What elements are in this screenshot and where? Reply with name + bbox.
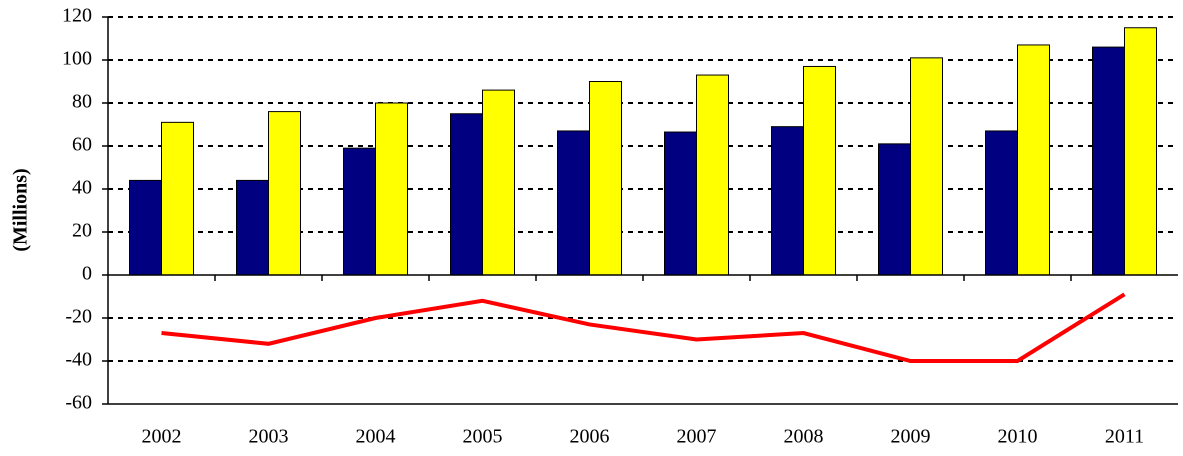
bar [589, 81, 622, 276]
bar [696, 74, 729, 276]
bar [1124, 27, 1157, 276]
x-tick-label: 2003 [249, 426, 289, 448]
bar [450, 113, 483, 276]
bar [375, 102, 408, 276]
bar [161, 121, 194, 276]
bar [482, 89, 515, 276]
bar [878, 143, 911, 276]
y-tick-label: 0 [82, 263, 92, 285]
x-tick-label: 2007 [677, 426, 717, 448]
y-tick-label: 60 [72, 134, 92, 156]
y-tick-label: -20 [65, 306, 92, 328]
bar [985, 130, 1018, 276]
bar [803, 65, 836, 276]
x-tick-label: 2004 [356, 426, 396, 448]
bar [343, 147, 376, 276]
bar [1092, 46, 1125, 276]
y-tick-label: 40 [72, 177, 92, 199]
y-tick-label: -60 [65, 392, 92, 414]
x-tick-label: 2006 [570, 426, 610, 448]
y-tick-label: -40 [65, 349, 92, 371]
y-tick-label: 80 [72, 91, 92, 113]
bar [664, 131, 697, 276]
bar [557, 130, 590, 276]
x-tick-label: 2009 [891, 426, 931, 448]
x-tick-label: 2005 [463, 426, 503, 448]
line [161, 292, 1126, 363]
y-tick-label: 120 [62, 5, 92, 27]
bar [129, 179, 162, 276]
x-tick-label: 2008 [784, 426, 824, 448]
x-tick-label: 2002 [142, 426, 182, 448]
bar [771, 126, 804, 276]
y-tick-label: 100 [62, 48, 92, 70]
x-tick-label: 2010 [998, 426, 1038, 448]
bar [910, 57, 943, 276]
x-tick-label: 2011 [1105, 426, 1144, 448]
bar [268, 111, 301, 276]
y-tick-label: 20 [72, 220, 92, 242]
y-axis-label: (Millions) [10, 168, 32, 251]
bar [1017, 44, 1050, 276]
bar [236, 179, 269, 276]
